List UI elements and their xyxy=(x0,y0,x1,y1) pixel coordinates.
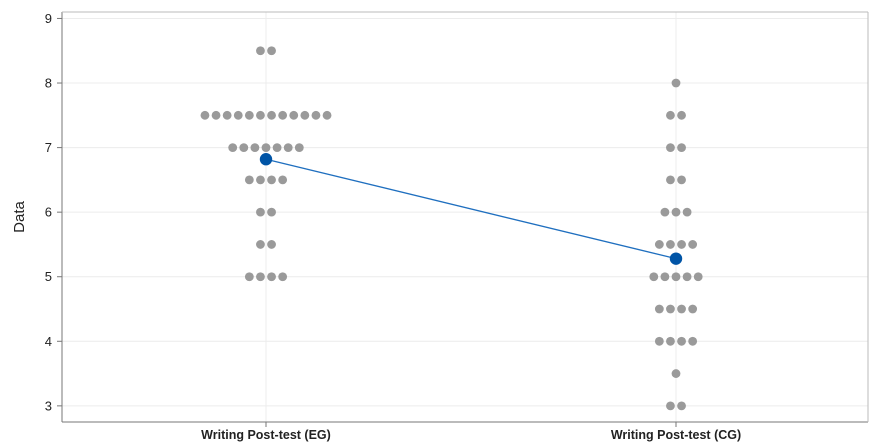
data-point xyxy=(688,304,698,314)
data-point xyxy=(278,110,288,120)
data-point xyxy=(654,240,664,249)
data-point xyxy=(666,240,675,249)
data-point xyxy=(688,336,698,346)
data-point xyxy=(244,272,254,282)
y-axis-label: Data xyxy=(11,201,28,233)
data-point xyxy=(267,110,276,120)
data-point xyxy=(666,110,675,120)
data-point xyxy=(267,207,276,217)
data-point xyxy=(200,110,210,120)
data-point xyxy=(239,143,249,152)
data-point xyxy=(677,304,686,314)
data-point xyxy=(289,110,299,120)
data-point xyxy=(677,143,686,152)
data-point xyxy=(671,272,681,282)
data-point xyxy=(311,110,321,120)
data-point xyxy=(283,143,293,152)
data-point xyxy=(244,110,254,120)
data-point xyxy=(256,207,265,217)
y-tick-label: 4 xyxy=(45,334,52,349)
data-point xyxy=(267,46,276,56)
y-tick-label: 5 xyxy=(45,269,52,284)
data-point xyxy=(294,143,304,152)
data-point xyxy=(654,336,664,346)
data-point xyxy=(677,110,686,120)
data-point xyxy=(244,175,254,185)
x-tick-label: Writing Post-test (EG) xyxy=(201,428,331,442)
data-point xyxy=(278,175,288,185)
data-point xyxy=(677,240,686,249)
data-point xyxy=(322,110,332,120)
mean-point xyxy=(259,153,273,166)
data-point xyxy=(256,175,265,185)
data-point xyxy=(666,304,675,314)
data-point xyxy=(267,240,276,249)
data-point xyxy=(671,369,681,378)
data-point xyxy=(671,78,681,88)
data-point xyxy=(256,240,265,249)
data-point xyxy=(682,272,692,282)
x-tick-label: Writing Post-test (CG) xyxy=(611,428,741,442)
data-point xyxy=(660,272,670,282)
data-point xyxy=(267,272,276,282)
data-point xyxy=(660,207,670,217)
data-point xyxy=(211,110,221,120)
data-point xyxy=(278,272,288,282)
y-tick-label: 9 xyxy=(45,11,52,26)
y-tick-label: 3 xyxy=(45,398,52,413)
data-point xyxy=(300,110,310,120)
data-point xyxy=(677,401,686,411)
data-point xyxy=(666,336,675,346)
data-point xyxy=(267,175,276,185)
data-point xyxy=(666,143,675,152)
data-point xyxy=(256,272,265,282)
data-point xyxy=(677,336,686,346)
data-point xyxy=(272,143,282,152)
data-point xyxy=(233,110,243,120)
data-point xyxy=(250,143,260,152)
data-point xyxy=(671,207,681,217)
data-point xyxy=(654,304,664,314)
data-point xyxy=(256,110,265,120)
data-point xyxy=(666,175,675,185)
plot-area xyxy=(62,12,868,422)
data-point xyxy=(256,46,265,56)
data-point xyxy=(261,143,271,152)
data-point xyxy=(688,240,698,249)
data-point xyxy=(666,401,675,411)
data-point xyxy=(682,207,692,217)
data-point xyxy=(228,143,238,152)
data-point xyxy=(693,272,703,282)
data-point xyxy=(677,175,686,185)
mean-connect-line xyxy=(265,158,677,260)
y-tick-label: 8 xyxy=(45,76,52,91)
y-tick-label: 7 xyxy=(45,140,52,155)
data-point xyxy=(649,272,659,282)
y-tick-label: 6 xyxy=(45,205,52,220)
data-point xyxy=(222,110,232,120)
mean-point xyxy=(669,252,683,265)
